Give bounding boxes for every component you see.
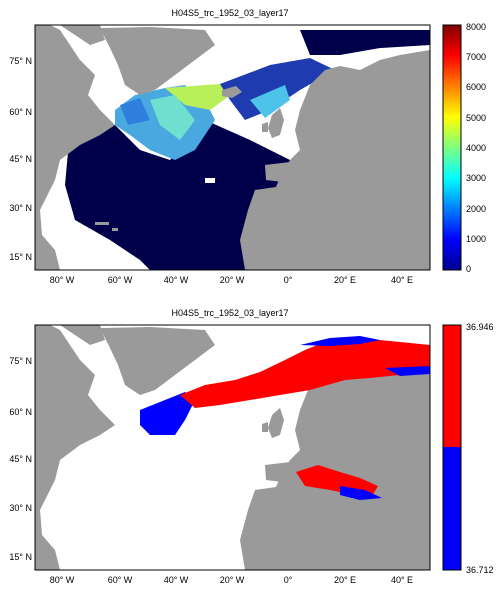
map-title-bottom: H04S5_trc_1952_03_layer17 <box>171 308 289 318</box>
x-axis-bottom: 80° W 60° W 40° W 20° W 0° 20° E 40° E <box>50 575 413 585</box>
nodata-speck <box>205 178 215 183</box>
land-ireland <box>262 122 268 132</box>
land-arctic-islands <box>60 25 105 45</box>
land-africa <box>240 185 410 270</box>
ocean-field-high <box>165 84 232 110</box>
class-low-region-west <box>140 392 195 435</box>
colorbar-top-labels: 8000 7000 6000 5000 4000 3000 2000 1000 … <box>466 22 486 274</box>
y-tick-label: 30° N <box>9 203 32 213</box>
x-tick-label: 20° W <box>220 575 245 585</box>
land-ireland <box>262 422 268 432</box>
colorbar-label-min: 36.712 <box>466 565 494 575</box>
colorbar-label: 7000 <box>466 52 486 62</box>
y-tick-label: 75° N <box>9 356 32 366</box>
x-tick-label: 80° W <box>50 275 75 285</box>
land-iceland <box>222 86 242 98</box>
map-svg-top: 75° N 60° N 45° N 30° N 15° N 80° W 60° … <box>9 22 486 285</box>
colorbar-bottom-low <box>443 447 461 570</box>
y-tick-label: 75° N <box>9 56 32 66</box>
land-greenland <box>100 327 215 395</box>
land-britain <box>268 408 284 438</box>
map-frame-bottom <box>34 324 431 571</box>
y-tick-label: 60° N <box>9 407 32 417</box>
y-axis-bottom: 75° N 60° N 45° N 30° N 15° N <box>9 356 32 562</box>
colorbar-label: 4000 <box>466 143 486 153</box>
x-tick-label: 40° E <box>391 275 413 285</box>
land-north-america <box>35 325 115 570</box>
x-tick-label: 40° W <box>164 575 189 585</box>
ocean-field-blue <box>120 98 150 125</box>
colorbar-bottom-frame <box>442 324 462 571</box>
class-high-region-north <box>180 338 430 408</box>
x-tick-label: 40° W <box>164 275 189 285</box>
land-iberia <box>265 462 295 482</box>
land-britain <box>268 108 284 138</box>
y-axis-top: 75° N 60° N 45° N 30° N 15° N <box>9 56 32 262</box>
land-hispaniola <box>112 228 118 231</box>
colorbar-label-max: 36.946 <box>466 322 494 332</box>
y-tick-label: 15° N <box>9 552 32 562</box>
x-tick-label: 20° W <box>220 275 245 285</box>
map-frame-top <box>34 24 431 271</box>
x-tick-label: 20° E <box>334 275 356 285</box>
class-low-fringe-east <box>385 366 430 376</box>
class-low-fringe-north <box>300 336 380 346</box>
y-tick-label: 45° N <box>9 454 32 464</box>
land-arctic-islands <box>60 325 105 345</box>
land-north-america <box>35 25 115 270</box>
ocean-field-cyan <box>150 95 195 140</box>
x-tick-label: 60° W <box>108 575 133 585</box>
y-tick-label: 30° N <box>9 503 32 513</box>
x-tick-label: 80° W <box>50 575 75 585</box>
y-tick-label: 60° N <box>9 107 32 117</box>
colorbar-label: 0 <box>466 264 471 274</box>
map-panel-top: H04S5_trc_1952_03_layer17 <box>9 8 486 285</box>
x-tick-label: 0° <box>284 275 293 285</box>
x-axis-top: 80° W 60° W 40° W 20° W 0° 20° E 40° E <box>50 275 413 285</box>
class-low-region-med <box>340 486 382 500</box>
land-greenland <box>100 27 215 95</box>
colorbar-bottom-high <box>443 325 461 447</box>
colorbar-label: 3000 <box>466 173 486 183</box>
ocean-field-norway <box>250 85 290 118</box>
land-africa <box>240 485 410 570</box>
colorbar-label: 1000 <box>466 234 486 244</box>
y-tick-label: 15° N <box>9 252 32 262</box>
colorbar-label: 6000 <box>466 82 486 92</box>
land-iberia <box>265 162 295 182</box>
colorbar-label: 8000 <box>466 22 486 32</box>
colorbar-top <box>442 24 462 271</box>
x-tick-label: 20° E <box>334 575 356 585</box>
ocean-field-north <box>300 30 430 55</box>
x-tick-label: 60° W <box>108 275 133 285</box>
map-svg-bottom: 75° N 60° N 45° N 30° N 15° N 80° W 60° … <box>9 322 494 585</box>
colorbar-label: 5000 <box>466 113 486 123</box>
x-tick-label: 40° E <box>391 575 413 585</box>
map-title-top: H04S5_trc_1952_03_layer17 <box>171 8 289 18</box>
land-cuba <box>95 222 109 225</box>
class-high-region-med <box>296 465 378 496</box>
map-panel-bottom: H04S5_trc_1952_03_layer17 <box>0 300 500 600</box>
colorbar-label: 2000 <box>466 204 486 214</box>
y-tick-label: 45° N <box>9 154 32 164</box>
x-tick-label: 0° <box>284 575 293 585</box>
